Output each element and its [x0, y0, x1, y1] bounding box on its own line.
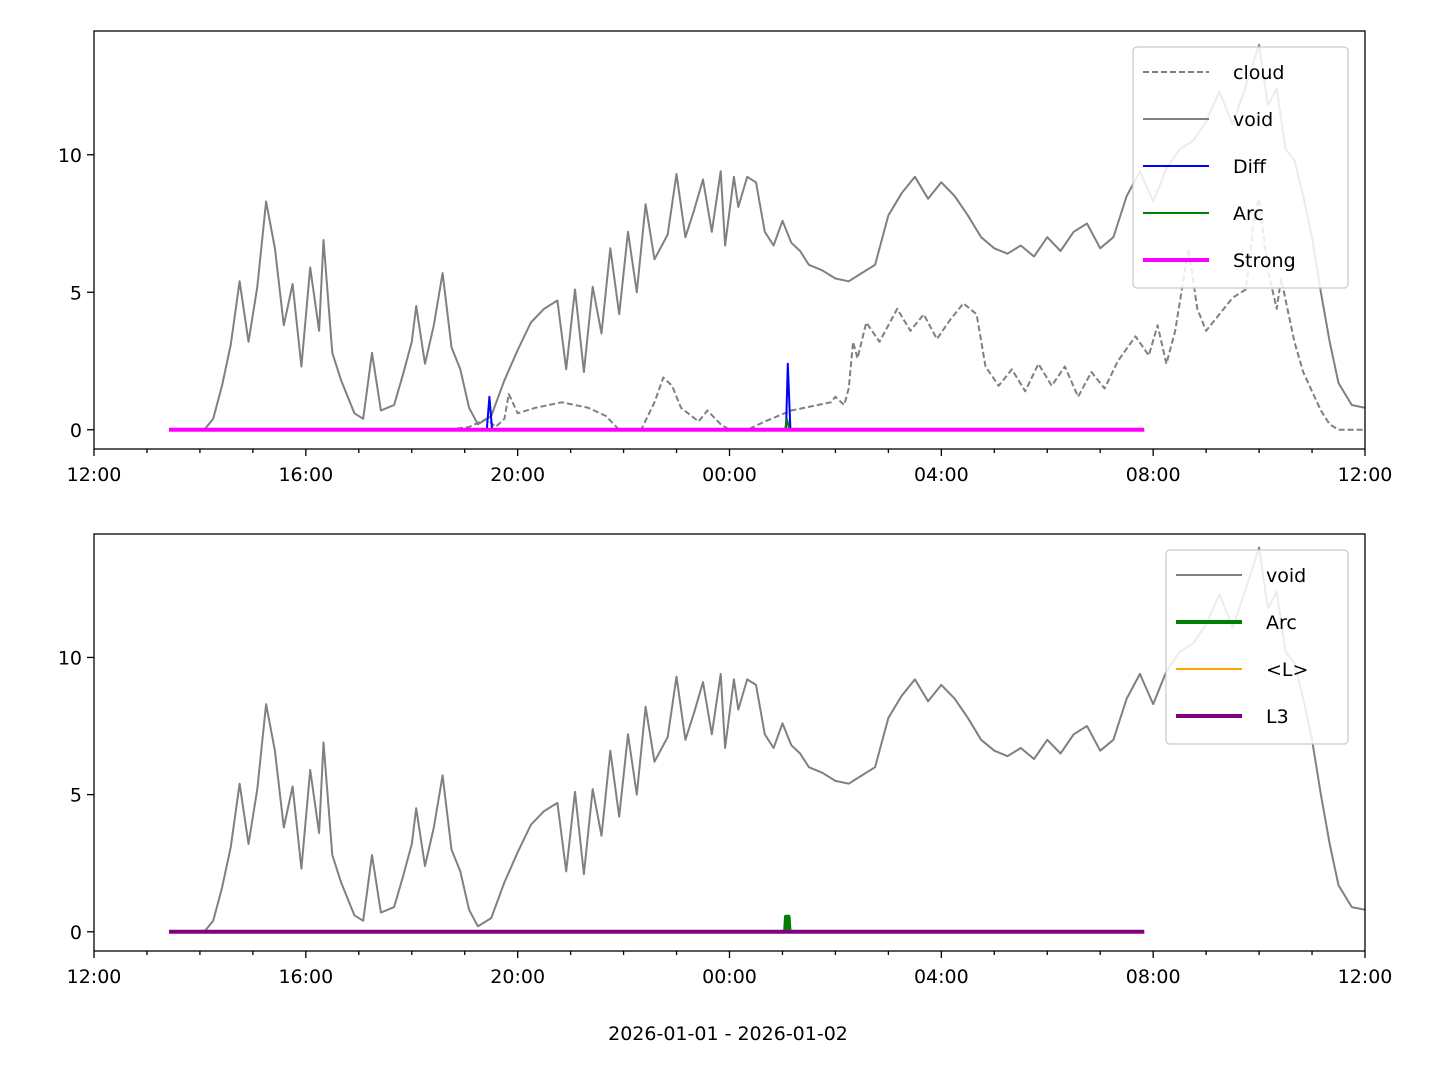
series-line-cloud [169, 197, 1365, 431]
x-tick-label: 04:00 [914, 464, 969, 486]
x-tick-label: 20:00 [490, 966, 545, 988]
y-tick-label: 0 [70, 922, 82, 944]
y-tick-label: 10 [58, 145, 82, 167]
x-tick-label: 08:00 [1126, 464, 1181, 486]
plot-area [169, 546, 1365, 934]
legend-label: cloud [1233, 62, 1284, 84]
x-tick-label: 12:00 [67, 966, 122, 988]
legend-label: void [1233, 109, 1273, 131]
bottom-panel: 12:00 16:00 20:00 00:00 04:00 08:00 12:00 0 5 10 v… [58, 533, 1393, 988]
top-panel: 12:00 16:00 20:00 00:00 04:00 08:00 12:00 0 5 10 c… [58, 30, 1393, 486]
series-line-diff [485, 362, 792, 431]
series-line-void [169, 546, 1365, 933]
legend: void Arc <L> L3 [1165, 549, 1349, 745]
x-tick-label: 16:00 [278, 464, 333, 486]
x-axis-label: 2026-01-01 - 2026-01-02 [608, 1023, 848, 1045]
y-tick-label: 5 [70, 282, 82, 304]
legend-label: L3 [1266, 706, 1289, 728]
x-tick-label: 00:00 [702, 464, 757, 486]
legend-box [1132, 46, 1349, 289]
x-tick-label: 08:00 [1126, 966, 1181, 988]
x-tick-label: 16:00 [278, 966, 333, 988]
legend-label: Diff [1233, 156, 1267, 178]
y-tick-label: 0 [70, 420, 82, 442]
legend-label: void [1266, 565, 1306, 587]
x-tick-label: 00:00 [702, 966, 757, 988]
legend-label: <L> [1266, 659, 1308, 681]
x-tick-label: 04:00 [914, 966, 969, 988]
series-line-arc [783, 914, 792, 932]
legend-label: Strong [1233, 250, 1296, 272]
series-line-arc [784, 417, 791, 431]
x-tick-label: 12:00 [1338, 464, 1393, 486]
x-tick-label: 20:00 [490, 464, 545, 486]
legend-label: Arc [1233, 203, 1264, 225]
y-tick-label: 5 [70, 785, 82, 807]
x-tick-label: 12:00 [67, 464, 122, 486]
y-tick-label: 10 [58, 647, 82, 669]
legend-label: Arc [1266, 612, 1297, 634]
x-tick-label: 12:00 [1338, 966, 1393, 988]
legend: cloud void Diff Arc Strong [1132, 46, 1349, 289]
legend-box [1165, 549, 1349, 745]
